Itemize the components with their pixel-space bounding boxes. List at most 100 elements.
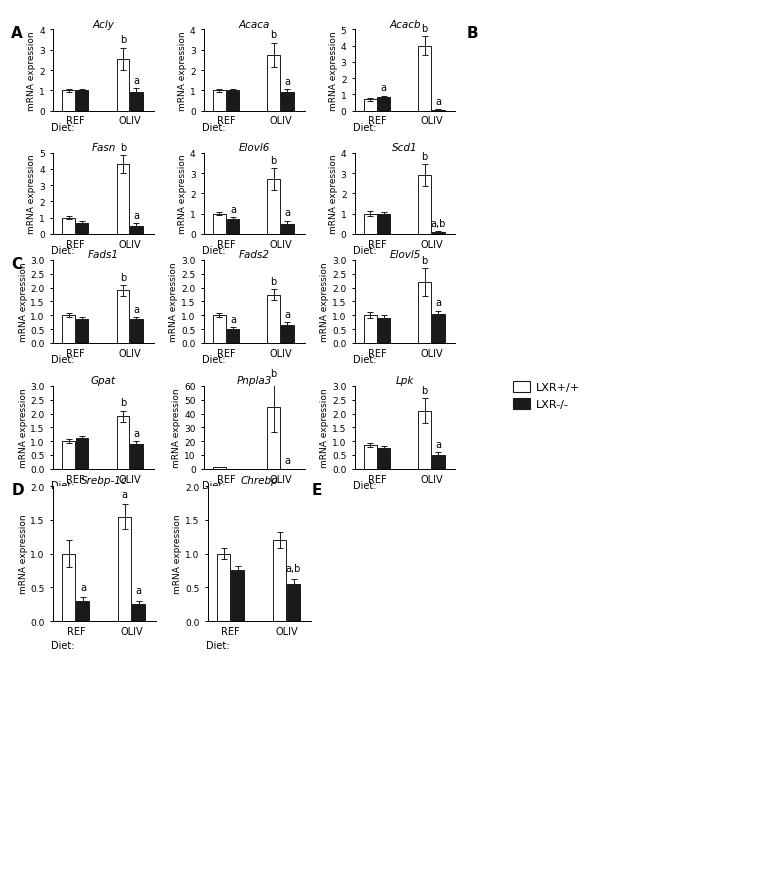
Bar: [118, 517, 131, 621]
Bar: [364, 315, 376, 343]
Title: Srebp-1c: Srebp-1c: [81, 476, 128, 486]
Text: b: b: [421, 255, 428, 266]
Bar: [287, 584, 300, 621]
Text: a,b: a,b: [286, 563, 301, 574]
Text: a: a: [285, 209, 291, 218]
Bar: [117, 165, 129, 235]
Text: b: b: [421, 23, 428, 34]
Bar: [377, 448, 390, 469]
Text: a: a: [285, 77, 291, 87]
Title: Fads2: Fads2: [239, 250, 269, 260]
Title: Chrebp: Chrebp: [241, 476, 279, 486]
Legend: LXR+/+, LXR-/-: LXR+/+, LXR-/-: [509, 377, 584, 414]
Title: Acly: Acly: [93, 20, 115, 30]
Bar: [418, 47, 431, 111]
Text: Diet:: Diet:: [206, 640, 229, 650]
Text: Diet:: Diet:: [353, 355, 376, 365]
Text: Diet:: Diet:: [202, 481, 225, 491]
Bar: [130, 227, 143, 235]
Text: Diet:: Diet:: [353, 246, 376, 256]
Y-axis label: mRNA expression: mRNA expression: [178, 155, 187, 234]
Bar: [377, 97, 390, 111]
Text: Diet:: Diet:: [202, 123, 225, 133]
Bar: [76, 224, 89, 235]
Text: a: a: [121, 489, 128, 500]
Bar: [217, 554, 230, 621]
Bar: [267, 56, 280, 111]
Bar: [227, 329, 239, 343]
Y-axis label: mRNA expression: mRNA expression: [19, 262, 27, 342]
Text: b: b: [271, 30, 277, 40]
Title: Pnpla3: Pnpla3: [237, 375, 272, 386]
Bar: [281, 224, 294, 235]
Text: E: E: [311, 482, 322, 497]
Bar: [418, 282, 431, 343]
Title: Gpat: Gpat: [91, 375, 116, 386]
Bar: [377, 319, 390, 343]
Bar: [132, 605, 145, 621]
Text: Diet:: Diet:: [353, 123, 376, 133]
Bar: [76, 320, 89, 343]
Bar: [432, 315, 445, 343]
Text: Diet:: Diet:: [202, 246, 225, 256]
Text: b: b: [271, 276, 277, 287]
Y-axis label: mRNA expression: mRNA expression: [27, 31, 36, 110]
Bar: [273, 541, 286, 621]
Title: Elovl5: Elovl5: [389, 250, 420, 260]
Y-axis label: mRNA expression: mRNA expression: [19, 514, 27, 594]
Text: a: a: [80, 582, 86, 593]
Bar: [267, 295, 280, 343]
Y-axis label: mRNA expression: mRNA expression: [329, 155, 338, 234]
Bar: [213, 91, 225, 111]
Y-axis label: mRNA expression: mRNA expression: [174, 514, 182, 594]
Text: Diet:: Diet:: [51, 355, 74, 365]
Title: Scd1: Scd1: [392, 143, 418, 153]
Text: Diet:: Diet:: [202, 355, 225, 365]
Y-axis label: mRNA expression: mRNA expression: [320, 388, 329, 468]
Text: b: b: [120, 143, 126, 153]
Text: Diet:: Diet:: [353, 481, 376, 491]
Bar: [213, 315, 225, 343]
Y-axis label: mRNA expression: mRNA expression: [329, 31, 338, 110]
Text: b: b: [421, 386, 428, 395]
Y-axis label: mRNA expression: mRNA expression: [178, 31, 187, 110]
Title: Lpk: Lpk: [396, 375, 414, 386]
Text: b: b: [120, 36, 126, 45]
Bar: [267, 408, 280, 469]
Text: a: a: [134, 76, 140, 86]
Text: a,b: a,b: [430, 219, 446, 229]
Bar: [117, 60, 129, 111]
Bar: [77, 601, 90, 621]
Bar: [418, 176, 431, 235]
Title: Fasn: Fasn: [91, 143, 115, 153]
Text: b: b: [421, 151, 428, 162]
Bar: [227, 91, 239, 111]
Y-axis label: mRNA expression: mRNA expression: [19, 388, 27, 468]
Bar: [62, 315, 75, 343]
Text: a: a: [134, 428, 140, 438]
Bar: [364, 215, 376, 235]
Text: A: A: [11, 26, 23, 41]
Bar: [130, 320, 143, 343]
Y-axis label: mRNA expression: mRNA expression: [27, 155, 36, 234]
Bar: [213, 468, 225, 469]
Bar: [117, 417, 129, 469]
Text: Diet:: Diet:: [51, 246, 74, 256]
Bar: [76, 439, 89, 469]
Text: b: b: [271, 156, 277, 166]
Bar: [62, 218, 75, 235]
Text: Diet:: Diet:: [51, 123, 74, 133]
Text: a: a: [285, 309, 291, 320]
Text: a: a: [134, 305, 140, 315]
Bar: [130, 93, 143, 111]
Text: a: a: [134, 211, 140, 221]
Text: a: a: [136, 586, 142, 596]
Text: D: D: [11, 482, 24, 497]
Y-axis label: mRNA expression: mRNA expression: [320, 262, 329, 342]
Bar: [364, 446, 376, 469]
Bar: [364, 100, 376, 111]
Bar: [377, 215, 390, 235]
Title: Acacb: Acacb: [389, 20, 421, 30]
Title: Acaca: Acaca: [238, 20, 270, 30]
Text: a: a: [381, 83, 387, 93]
